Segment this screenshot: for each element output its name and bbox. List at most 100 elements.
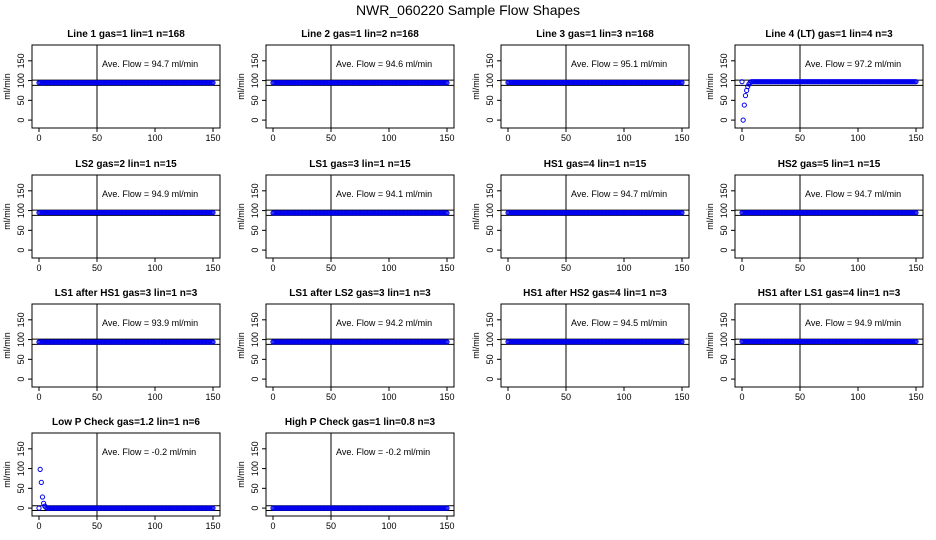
x-tick-label: 0 [36,133,41,143]
data-point [444,210,450,216]
x-tick-label: 100 [616,263,631,273]
panel-title: HS1 after HS2 gas=4 lin=1 n=3 [523,288,667,299]
y-axis-label: ml/min [471,203,481,230]
chart-panel: High P Check gas=1 lin=0.8 n=3 0 50 100 150 0… [236,417,455,531]
plot-frame [265,44,455,129]
plot-frame [500,174,690,259]
x-tick-label: 100 [850,133,865,143]
panel-title: Line 3 gas=1 lin=3 n=168 [536,29,654,40]
data-point [747,79,753,86]
y-tick-label: 0 [250,118,260,123]
plot-frame [265,432,455,517]
data-point [444,339,450,345]
flow-annotation: Ave. Flow = 95.1 ml/min [571,59,667,69]
chart-panel: Line 3 gas=1 lin=3 n=168 0 50 100 150 0 50 100 1… [471,29,690,143]
y-tick-label: 150 [250,441,260,456]
y-tick-label: 100 [719,332,729,347]
x-tick-label: 0 [739,263,744,273]
flow-annotation: Ave. Flow = -0.2 ml/min [102,447,196,457]
y-tick-label: 50 [250,483,260,493]
y-tick-label: 50 [485,354,495,364]
y-tick-label: 50 [719,225,729,235]
chart-panel: LS1 after LS2 gas=3 lin=1 n=3 0 50 100 150 0 5… [236,288,455,402]
x-tick-label: 0 [739,133,744,143]
x-tick-label: 100 [850,392,865,402]
y-tick-label: 150 [16,183,26,198]
y-tick-label: 150 [485,312,495,327]
y-axis-label: ml/min [236,73,246,100]
y-tick-label: 100 [485,332,495,347]
y-tick-label: 100 [485,73,495,88]
y-tick-label: 0 [16,118,26,123]
y-tick-label: 150 [719,53,729,68]
x-tick-label: 50 [326,133,336,143]
y-tick-label: 150 [16,441,26,456]
chart-panel: HS1 after LS1 gas=4 lin=1 n=3 0 50 100 150 0 5… [705,288,924,402]
data-point [742,92,749,99]
x-tick-label: 0 [270,133,275,143]
plot-frame [500,44,690,129]
x-tick-label: 150 [439,263,454,273]
y-axis-label: ml/min [2,73,12,100]
y-tick-label: 150 [250,183,260,198]
y-tick-label: 0 [250,506,260,511]
flow-annotation: Ave. Flow = 94.9 ml/min [805,318,901,328]
data-point [679,339,685,345]
y-tick-label: 50 [250,95,260,105]
panel-title: HS1 gas=4 lin=1 n=15 [544,159,647,170]
panel-title: Line 1 gas=1 lin=1 n=168 [67,29,185,40]
y-axis-label: ml/min [2,203,12,230]
x-tick-label: 0 [36,263,41,273]
y-tick-label: 50 [719,354,729,364]
y-tick-label: 100 [16,203,26,218]
x-tick-label: 100 [147,521,162,531]
y-tick-label: 150 [485,53,495,68]
y-tick-label: 100 [250,332,260,347]
data-point [41,500,47,506]
x-tick-label: 50 [561,263,571,273]
y-axis-label: ml/min [236,461,246,488]
y-tick-label: 50 [16,95,26,105]
panel-title: LS1 after HS1 gas=3 lin=1 n=3 [55,288,198,299]
y-tick-label: 0 [719,248,729,253]
y-tick-label: 0 [485,248,495,253]
x-tick-label: 150 [439,521,454,531]
y-tick-label: 100 [485,203,495,218]
x-tick-label: 150 [674,263,689,273]
flow-annotation: Ave. Flow = 94.2 ml/min [336,318,432,328]
y-axis-label: ml/min [2,461,12,488]
x-tick-label: 100 [850,263,865,273]
x-tick-label: 100 [147,392,162,402]
y-axis-label: ml/min [471,73,481,100]
y-tick-label: 0 [485,377,495,382]
data-point [210,80,216,86]
x-tick-label: 100 [147,263,162,273]
y-tick-label: 50 [719,95,729,105]
y-tick-label: 100 [250,73,260,88]
y-tick-label: 100 [719,73,729,88]
x-tick-label: 50 [326,521,336,531]
flow-annotation: Ave. Flow = 94.1 ml/min [336,189,432,199]
y-tick-label: 50 [16,225,26,235]
plot-frame [734,174,924,259]
y-tick-label: 50 [16,354,26,364]
flow-annotation: Ave. Flow = 93.9 ml/min [102,318,198,328]
y-axis-label: ml/min [705,203,715,230]
x-tick-label: 0 [739,392,744,402]
y-tick-label: 0 [16,248,26,253]
x-tick-label: 0 [505,133,510,143]
y-tick-label: 0 [16,506,26,511]
x-tick-label: 150 [205,521,220,531]
chart-panel: Line 4 (LT) gas=1 lin=4 n=3 0 50 100 150 0 50 1… [705,29,924,143]
x-tick-label: 150 [674,133,689,143]
data-point [39,494,46,500]
x-tick-label: 50 [561,392,571,402]
panel-title: Low P Check gas=1.2 lin=1 n=6 [52,417,200,428]
plot-frame [734,303,924,388]
y-axis-label: ml/min [2,332,12,359]
y-axis-label: ml/min [236,332,246,359]
plot-frame [31,44,221,129]
y-tick-label: 50 [250,225,260,235]
y-tick-label: 100 [16,73,26,88]
